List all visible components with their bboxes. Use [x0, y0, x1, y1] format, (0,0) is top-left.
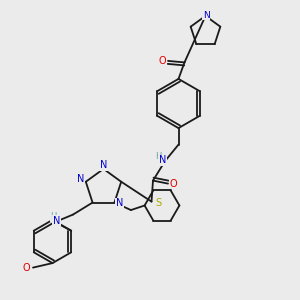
Text: H: H: [155, 152, 162, 161]
Text: N: N: [52, 215, 60, 226]
Text: N: N: [116, 198, 123, 208]
Text: N: N: [77, 174, 84, 184]
Text: O: O: [169, 178, 177, 189]
Text: O: O: [22, 262, 30, 273]
Text: N: N: [159, 155, 166, 165]
Text: O: O: [159, 56, 167, 66]
Text: N: N: [203, 11, 210, 20]
Text: N: N: [100, 160, 107, 170]
Text: H: H: [50, 212, 56, 221]
Text: S: S: [155, 198, 161, 208]
